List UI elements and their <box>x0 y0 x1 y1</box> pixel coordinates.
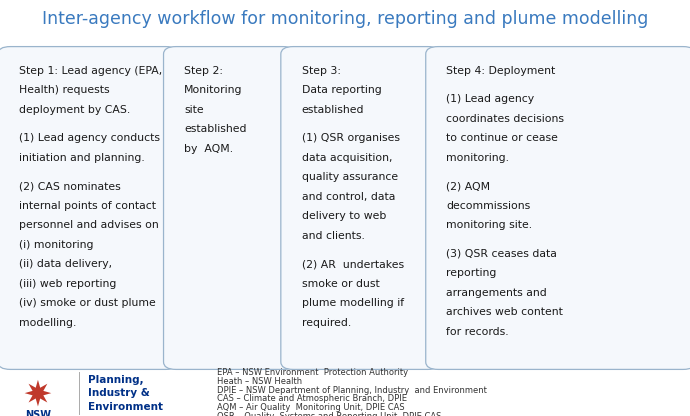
FancyBboxPatch shape <box>0 47 178 369</box>
Text: delivery to web: delivery to web <box>302 211 386 221</box>
Text: quality assurance: quality assurance <box>302 172 397 182</box>
FancyBboxPatch shape <box>164 47 295 369</box>
Text: to continue or cease: to continue or cease <box>446 133 558 143</box>
Text: AQM – Air Quality  Monitoring Unit, DPIE CAS: AQM – Air Quality Monitoring Unit, DPIE … <box>217 403 405 412</box>
Text: EPA – NSW Environment  Protection Authority: EPA – NSW Environment Protection Authori… <box>217 368 408 377</box>
Text: arrangements and: arrangements and <box>446 287 547 297</box>
Text: established: established <box>302 105 364 115</box>
Text: (2) AQM: (2) AQM <box>446 181 491 191</box>
Text: (2) CAS nominates: (2) CAS nominates <box>19 181 120 191</box>
Text: Step 2:: Step 2: <box>184 66 224 76</box>
Text: required.: required. <box>302 318 351 328</box>
Text: (i) monitoring: (i) monitoring <box>19 240 93 250</box>
Text: internal points of contact: internal points of contact <box>19 201 156 210</box>
Text: (iv) smoke or dust plume: (iv) smoke or dust plume <box>19 298 155 308</box>
Text: by  AQM.: by AQM. <box>184 144 233 154</box>
Text: Data reporting: Data reporting <box>302 85 382 95</box>
Text: for records.: for records. <box>446 327 509 337</box>
Text: Step 1: Lead agency (EPA,: Step 1: Lead agency (EPA, <box>19 66 162 76</box>
Text: Inter-agency workflow for monitoring, reporting and plume modelling: Inter-agency workflow for monitoring, re… <box>42 10 648 28</box>
Text: (3) QSR ceases data: (3) QSR ceases data <box>446 248 558 258</box>
Text: plume modelling if: plume modelling if <box>302 298 404 308</box>
Text: personnel and advises on: personnel and advises on <box>19 220 159 230</box>
Text: decommissions: decommissions <box>446 201 531 210</box>
Text: initiation and planning.: initiation and planning. <box>19 153 144 163</box>
Text: (ii) data delivery,: (ii) data delivery, <box>19 259 112 269</box>
Text: and clients.: and clients. <box>302 231 364 241</box>
Polygon shape <box>10 50 685 366</box>
Text: (1) Lead agency conducts: (1) Lead agency conducts <box>19 133 159 143</box>
Text: (iii) web reporting: (iii) web reporting <box>19 279 116 289</box>
Text: coordinates decisions: coordinates decisions <box>446 114 564 124</box>
Text: Step 3:: Step 3: <box>302 66 341 76</box>
Text: (1) QSR organises: (1) QSR organises <box>302 133 400 143</box>
Text: modelling.: modelling. <box>19 318 76 328</box>
Text: DPIE – NSW Department of Planning, Industry  and Environment: DPIE – NSW Department of Planning, Indus… <box>217 386 487 395</box>
FancyBboxPatch shape <box>426 47 690 369</box>
Text: data acquisition,: data acquisition, <box>302 153 392 163</box>
Polygon shape <box>25 380 51 406</box>
Text: site: site <box>184 105 204 115</box>
Text: established: established <box>184 124 247 134</box>
Text: monitoring site.: monitoring site. <box>446 220 533 230</box>
Text: and control, data: and control, data <box>302 192 395 202</box>
Text: smoke or dust: smoke or dust <box>302 279 380 289</box>
Text: Health) requests: Health) requests <box>19 85 109 95</box>
Text: (2) AR  undertakes: (2) AR undertakes <box>302 259 404 269</box>
Text: Step 4: Deployment: Step 4: Deployment <box>446 66 555 76</box>
Text: Planning,
Industry &
Environment: Planning, Industry & Environment <box>88 375 163 412</box>
Text: (1) Lead agency: (1) Lead agency <box>446 94 535 104</box>
Text: deployment by CAS.: deployment by CAS. <box>19 105 130 115</box>
Text: monitoring.: monitoring. <box>446 153 509 163</box>
Text: CAS – Climate and Atmospheric Branch, DPIE: CAS – Climate and Atmospheric Branch, DP… <box>217 394 407 404</box>
Text: NSW: NSW <box>25 410 51 416</box>
Text: QSR – Quality  Systems and Reporting Unit, DPIE CAS: QSR – Quality Systems and Reporting Unit… <box>217 412 442 416</box>
Text: reporting: reporting <box>446 268 497 278</box>
Text: Heath – NSW Health: Heath – NSW Health <box>217 377 302 386</box>
FancyBboxPatch shape <box>281 47 440 369</box>
Text: Monitoring: Monitoring <box>184 85 243 95</box>
Text: archives web content: archives web content <box>446 307 563 317</box>
